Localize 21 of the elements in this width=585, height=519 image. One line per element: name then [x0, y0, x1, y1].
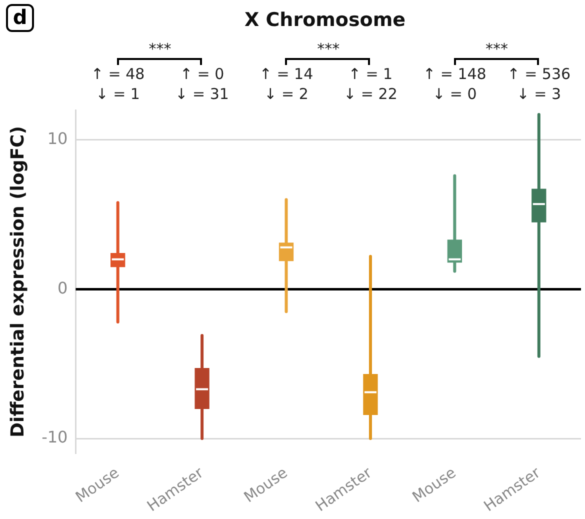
- text: ↑ = 1: [348, 65, 393, 83]
- text: ***: [486, 40, 509, 58]
- y-axis-title: Differential expression (logFC): [7, 126, 28, 438]
- text: ↑ = 536: [507, 65, 571, 83]
- text: ↑ = 0: [180, 65, 224, 83]
- text: ↑ = 14: [259, 65, 314, 83]
- text: ↓ = 22: [344, 85, 398, 103]
- text: ***: [317, 40, 340, 58]
- text: ↓ = 1: [96, 85, 140, 103]
- chart-title: X Chromosome: [244, 9, 406, 31]
- text: ↑ = 148: [423, 65, 486, 83]
- text: ***: [148, 40, 172, 58]
- text: ↑ = 48: [90, 65, 145, 83]
- text: ↓ = 2: [264, 85, 308, 103]
- text: ↓ = 0: [432, 85, 477, 103]
- text: ↓ = 3: [516, 85, 562, 103]
- text: ↓ = 31: [175, 85, 229, 103]
- y-tick-label: -10: [42, 428, 68, 447]
- text: d: [6, 4, 34, 32]
- y-tick-label: 0: [58, 278, 68, 298]
- y-tick-label: 10: [47, 129, 68, 148]
